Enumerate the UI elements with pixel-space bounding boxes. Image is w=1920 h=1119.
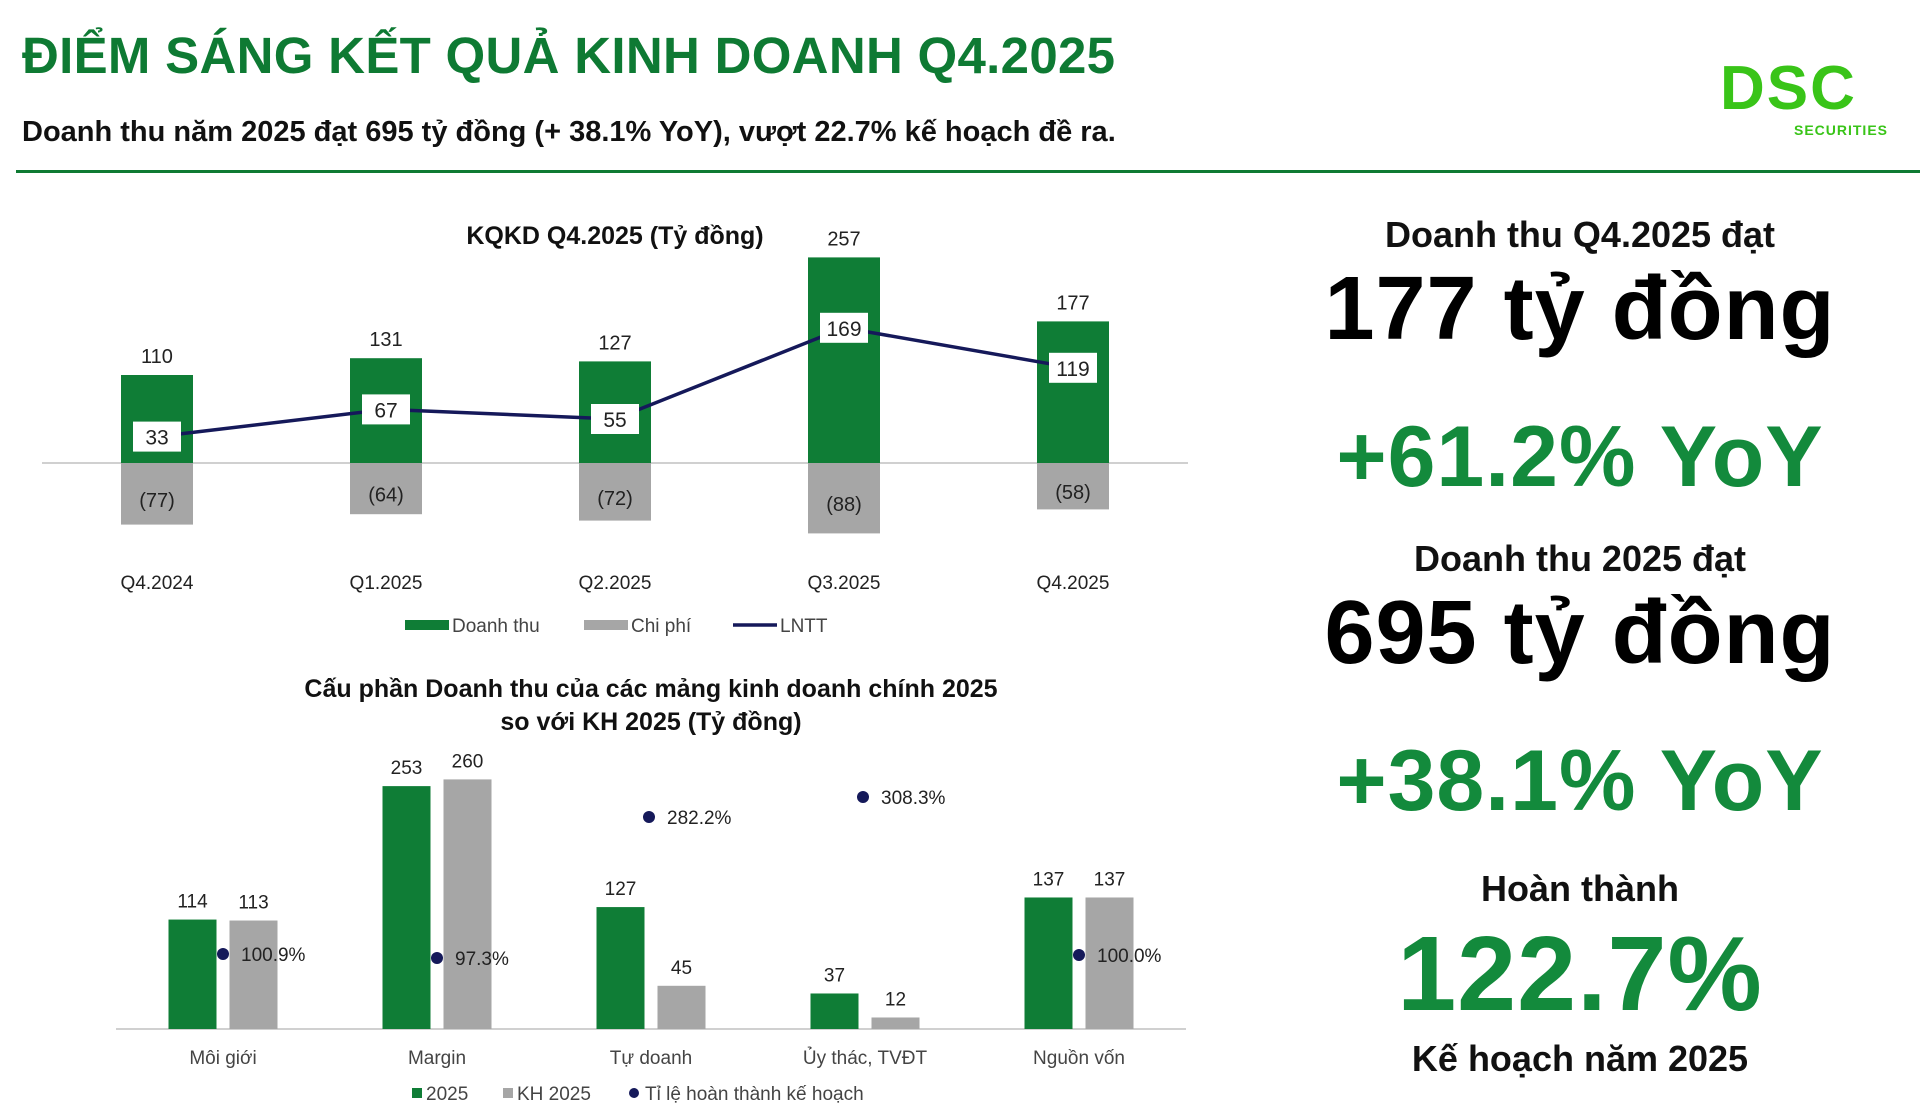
year-revenue-label: Doanh thu 2025 đạt	[1413, 538, 1747, 579]
chart2-category-label: Nguồn vốn	[1033, 1048, 1125, 1069]
revenue-value-label: 257	[827, 228, 860, 250]
actual-2025-value-label: 253	[391, 758, 423, 779]
revenue-value-label: 177	[1056, 292, 1089, 314]
chart2-title-line2: so với KH 2025 (Tỷ đồng)	[500, 708, 801, 736]
legend-plan-swatch	[503, 1088, 513, 1098]
cost-value-label: (64)	[368, 485, 404, 507]
plan-2025-bar	[229, 920, 278, 1029]
chart1-category-label: Q3.2025	[808, 573, 881, 594]
legend-revenue-label: Doanh thu	[452, 616, 540, 637]
completion-rate-label: 97.3%	[455, 949, 509, 970]
lntt-label-box	[362, 394, 410, 425]
chart1-title: KQKD Q4.2025 (Tỷ đồng)	[466, 222, 763, 250]
actual-2025-value-label: 37	[824, 965, 845, 986]
actual-2025-bar	[1024, 897, 1073, 1029]
legend-lntt-label: LNTT	[780, 616, 828, 637]
plan-2025-value-label: 137	[1094, 869, 1126, 890]
business-segments-chart: Cấu phần Doanh thu của các mảng kinh doa…	[116, 675, 1186, 1105]
actual-2025-value-label: 114	[177, 892, 208, 913]
chart1-category-label: Q4.2024	[121, 573, 194, 594]
legend-rate-swatch	[629, 1088, 639, 1098]
year-revenue-yoy: +38.1% YoY	[1336, 733, 1824, 829]
lntt-value-label: 55	[603, 409, 626, 432]
lntt-label-box	[591, 404, 639, 434]
q4-revenue-yoy: +61.2% YoY	[1336, 409, 1824, 505]
actual-2025-bar	[596, 907, 645, 1029]
legend-2025-label: 2025	[426, 1084, 468, 1105]
legend-2025-swatch	[412, 1088, 422, 1098]
cost-value-label: (77)	[139, 490, 175, 512]
plan-2025-value-label: 12	[885, 989, 906, 1010]
completion-rate-label: 308.3%	[881, 788, 946, 809]
company-logo: DSC SECURITIES	[1720, 58, 1890, 144]
q4-revenue-value: 177 tỷ đồng	[1324, 259, 1836, 359]
chart2-category-label: Tự doanh	[610, 1048, 692, 1069]
plan-2025-bar	[657, 985, 706, 1029]
completion-rate-point	[643, 811, 655, 823]
legend-revenue-swatch	[405, 620, 449, 630]
lntt-label-box	[1049, 352, 1097, 383]
cost-bar	[579, 463, 651, 521]
revenue-value-label: 131	[369, 329, 402, 351]
chart1-category-label: Q4.2025	[1037, 573, 1110, 594]
plan-2025-bar	[871, 1017, 920, 1029]
lntt-value-label: 33	[145, 427, 168, 450]
completion-rate-point	[1073, 949, 1085, 961]
completion-rate-point	[217, 948, 229, 960]
lntt-label-box	[133, 421, 181, 452]
legend-cost-label: Chi phí	[631, 616, 692, 637]
actual-2025-value-label: 137	[1033, 869, 1065, 890]
completion-rate-point	[857, 791, 869, 803]
header-divider	[16, 170, 1920, 173]
logo-subtitle: SECURITIES	[1793, 122, 1888, 138]
plan-completion-footnote: Kế hoạch năm 2025	[1411, 1038, 1749, 1079]
cost-bar	[350, 463, 422, 515]
cost-bar	[808, 463, 880, 534]
lntt-label-box	[820, 312, 868, 343]
legend-rate-label: Tỉ lệ hoàn thành kế hoạch	[645, 1084, 864, 1105]
plan-2025-value-label: 45	[671, 958, 692, 979]
lntt-value-label: 119	[1056, 358, 1089, 381]
cost-bar	[1037, 463, 1109, 510]
page-title: ĐIỂM SÁNG KẾT QUẢ KINH DOANH Q4.2025	[22, 27, 1116, 84]
chart2-title: Cấu phần Doanh thu của các mảng kinh doa…	[304, 675, 997, 703]
revenue-value-label: 127	[598, 332, 631, 354]
chart1-category-label: Q1.2025	[350, 573, 423, 594]
completion-rate-label: 100.9%	[241, 945, 306, 966]
chart1-category-label: Q2.2025	[579, 573, 652, 594]
plan-2025-value-label: 113	[238, 893, 268, 914]
cost-value-label: (58)	[1055, 482, 1091, 504]
chart2-category-label: Margin	[408, 1048, 466, 1069]
lntt-value-label: 169	[826, 318, 861, 341]
lntt-value-label: 67	[374, 399, 397, 422]
page-subtitle: Doanh thu năm 2025 đạt 695 tỷ đồng (+ 38…	[22, 116, 1116, 148]
completion-rate-point	[431, 952, 443, 964]
cost-bar	[121, 463, 193, 525]
quarterly-results-chart: KQKD Q4.2025 (Tỷ đồng) 110 (77) Q4.2024 131 (…	[42, 222, 1188, 637]
plan-2025-bar	[1085, 897, 1134, 1029]
plan-2025-bar	[443, 779, 492, 1029]
cost-value-label: (88)	[826, 494, 862, 516]
completion-rate-label: 282.2%	[667, 808, 732, 829]
revenue-bar	[808, 257, 880, 463]
year-revenue-value: 695 tỷ đồng	[1324, 583, 1836, 683]
cost-value-label: (72)	[597, 488, 633, 510]
chart2-category-label: Môi giới	[189, 1048, 256, 1069]
revenue-value-label: 110	[141, 346, 173, 368]
actual-2025-bar	[810, 993, 859, 1029]
plan-completion-label: Hoàn thành	[1481, 868, 1679, 909]
legend-plan-label: KH 2025	[517, 1084, 591, 1105]
revenue-bar	[1037, 321, 1109, 463]
plan-completion-value: 122.7%	[1397, 915, 1763, 1033]
actual-2025-bar	[168, 919, 217, 1029]
chart2-category-label: Ủy thác, TVĐT	[803, 1047, 928, 1069]
logo-mark: DSC	[1720, 54, 1857, 123]
plan-2025-value-label: 260	[452, 751, 484, 772]
legend-cost-swatch	[584, 620, 628, 630]
q4-revenue-label: Doanh thu Q4.2025 đạt	[1384, 214, 1776, 255]
actual-2025-bar	[382, 786, 431, 1029]
completion-rate-label: 100.0%	[1097, 946, 1162, 967]
actual-2025-value-label: 127	[605, 879, 637, 900]
